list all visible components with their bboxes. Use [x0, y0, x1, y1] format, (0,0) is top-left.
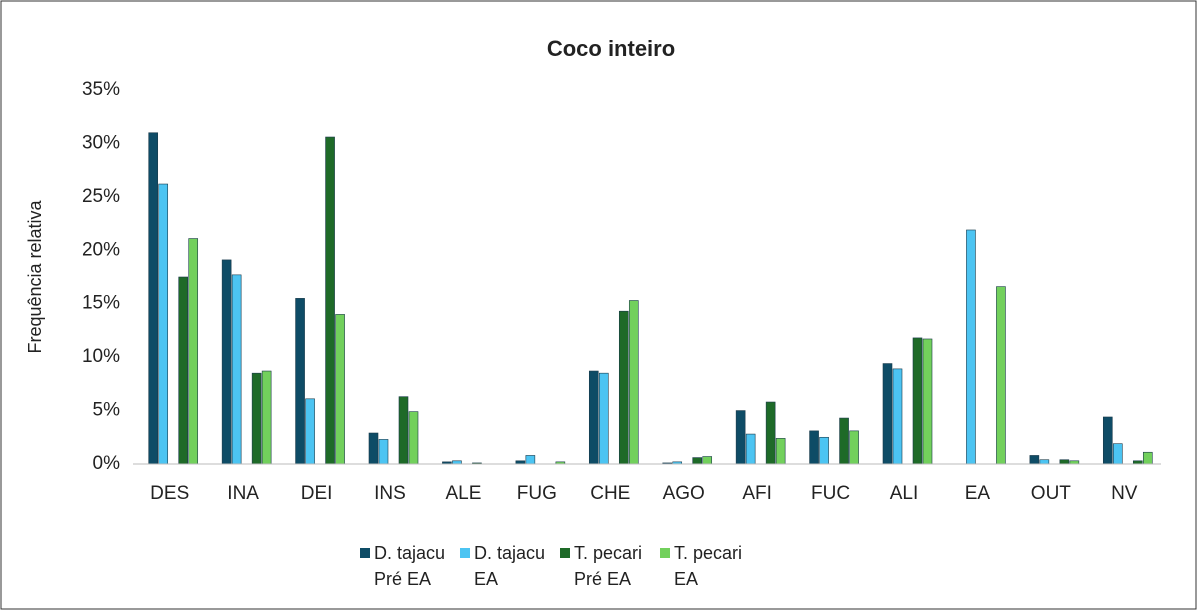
legend: D. tajacu Pré EA D. tajacu EA T. pecari Pr…: [360, 540, 748, 592]
bar: [148, 132, 159, 465]
bar: [1059, 459, 1070, 465]
x-tick-label: AGO: [663, 483, 705, 504]
bar: [735, 410, 746, 465]
chart-title: Coco inteiro: [547, 36, 675, 61]
x-tick-label: ALE: [445, 483, 481, 504]
bar: [839, 417, 849, 465]
y-tick-label: 30%: [82, 132, 120, 153]
bar: [231, 274, 242, 465]
legend-swatch: [460, 548, 470, 558]
bar: [775, 438, 786, 465]
bar: [1039, 459, 1050, 465]
bar: [809, 430, 819, 465]
x-tick-label: EA: [965, 483, 991, 504]
legend-swatch: [660, 548, 670, 558]
bar: [378, 439, 389, 465]
legend-label: T. pecari Pré EA: [574, 543, 643, 589]
bar: [618, 310, 629, 465]
y-tick-label: 5%: [93, 400, 121, 421]
x-tick-label: ALI: [890, 483, 919, 504]
bar: [1029, 455, 1040, 465]
bar: [1102, 416, 1113, 465]
bar: [188, 238, 199, 465]
legend-item: D. tajacu EA: [460, 540, 548, 592]
bar: [996, 286, 1006, 465]
bar: [819, 436, 829, 465]
bar: [295, 298, 305, 465]
x-tick-label: INS: [374, 483, 406, 504]
x-tick-label: DEI: [301, 483, 333, 504]
bar: [325, 136, 335, 465]
legend-label: D. tajacu Pré EA: [374, 543, 446, 589]
x-tick-label: FUC: [811, 483, 850, 504]
legend-label: T. pecari EA: [674, 543, 743, 589]
bar: [912, 337, 923, 465]
bar: [892, 368, 903, 465]
bar: [966, 229, 976, 465]
bar: [882, 363, 893, 465]
y-tick-label: 20%: [82, 239, 120, 260]
x-tick-label: DES: [150, 483, 189, 504]
x-tick-label: OUT: [1031, 483, 1072, 504]
x-tick-label: FUG: [517, 483, 557, 504]
bar: [305, 398, 315, 465]
y-tick-label: 35%: [82, 79, 120, 100]
bar: [702, 456, 713, 465]
bar: [692, 457, 703, 465]
bar: [251, 372, 262, 465]
legend-item: T. pecari Pré EA: [560, 540, 648, 592]
y-axis-label: Frequência relativa: [25, 199, 45, 353]
x-tick-label: CHE: [590, 483, 630, 504]
bar: [745, 433, 756, 465]
bar: [598, 372, 609, 465]
bar: [765, 401, 776, 465]
bar: [408, 411, 419, 465]
bar: [335, 314, 345, 465]
bar: [178, 276, 189, 465]
bar: [525, 455, 536, 465]
bar: [221, 259, 232, 465]
legend-swatch: [360, 548, 370, 558]
x-tick-label: AFI: [742, 483, 772, 504]
bar: [368, 432, 379, 465]
bar: [628, 300, 639, 465]
bar: [158, 183, 169, 465]
legend-item: T. pecari EA: [660, 540, 748, 592]
y-tick-label: 25%: [82, 186, 120, 207]
y-tick-label: 0%: [93, 453, 121, 474]
bar: [922, 338, 933, 465]
legend-label: D. tajacu EA: [474, 543, 546, 589]
bar: [588, 370, 599, 465]
legend-swatch: [560, 548, 570, 558]
bar: [261, 370, 272, 465]
bar: [1112, 443, 1123, 465]
bar: [398, 396, 409, 465]
x-tick-label: NV: [1111, 483, 1138, 504]
y-tick-label: 15%: [82, 293, 120, 314]
bar: [849, 430, 859, 465]
y-tick-label: 10%: [82, 346, 120, 367]
bar: [1142, 451, 1153, 465]
x-tick-label: INA: [227, 483, 259, 504]
legend-item: D. tajacu Pré EA: [360, 540, 448, 592]
